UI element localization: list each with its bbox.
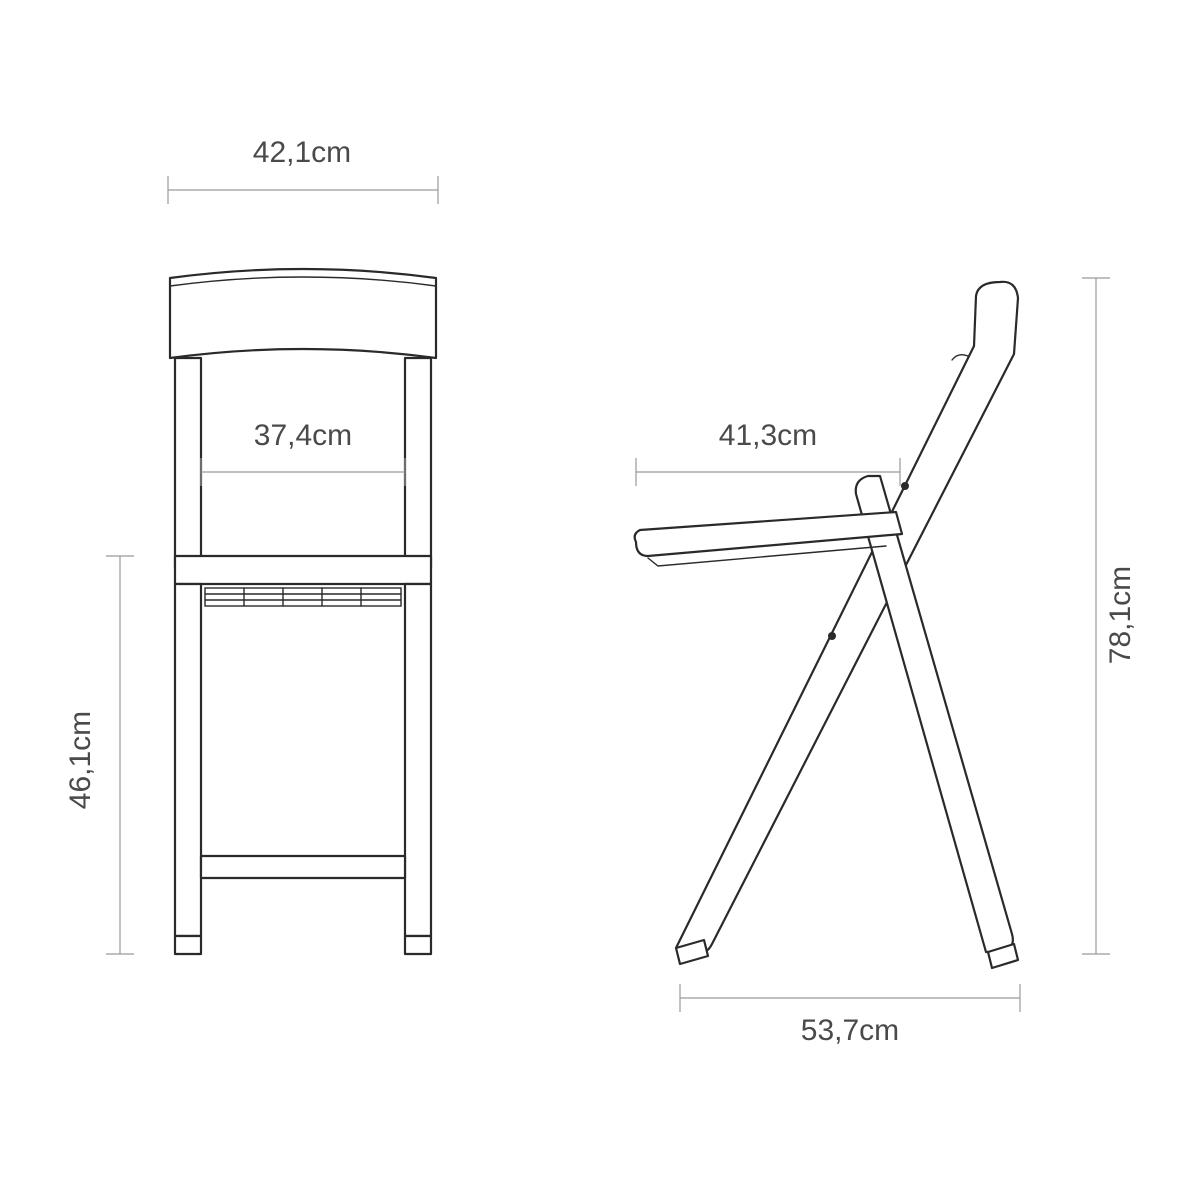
side-hinge-top xyxy=(901,482,909,490)
front-seat-panel xyxy=(175,556,431,584)
dim-seat-depth: 41,3cm xyxy=(636,419,900,486)
front-seat-slots xyxy=(205,588,401,606)
dim-overall-height: 78,1cm xyxy=(1082,278,1137,954)
side-front-leg xyxy=(856,476,1013,952)
front-stretcher xyxy=(201,856,405,878)
front-backrest xyxy=(170,269,436,358)
dim-base-depth: 53,7cm xyxy=(680,984,1020,1047)
front-right-foot xyxy=(405,936,431,954)
side-view: 78,1cm 53,7cm 41,3cm xyxy=(635,278,1137,1047)
dim-overall-width-label: 42,1cm xyxy=(253,136,351,169)
dim-seat-height-label: 46,1cm xyxy=(64,711,97,809)
dim-overall-height-label: 78,1cm xyxy=(1104,566,1137,664)
front-left-foot xyxy=(175,936,201,954)
dim-base-depth-label: 53,7cm xyxy=(801,1014,899,1047)
chair-dimensions-diagram: 42,1cm 37,4cm xyxy=(0,0,1200,1200)
dim-seat-height: 46,1cm xyxy=(64,556,134,954)
dim-seat-width: 37,4cm xyxy=(201,419,405,486)
front-left-leg xyxy=(175,584,201,936)
dim-seat-depth-label: 41,3cm xyxy=(719,419,817,452)
front-view: 42,1cm 37,4cm xyxy=(64,136,438,954)
dim-seat-width-label: 37,4cm xyxy=(254,419,352,452)
side-seat xyxy=(635,512,902,566)
side-hinge-mid xyxy=(828,632,836,640)
front-right-leg xyxy=(405,584,431,936)
front-left-upright xyxy=(175,358,201,568)
front-right-upright xyxy=(405,358,431,568)
dim-overall-width: 42,1cm xyxy=(168,136,438,204)
